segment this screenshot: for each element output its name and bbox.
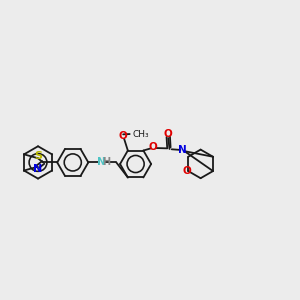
Text: O: O bbox=[183, 166, 192, 176]
Text: O: O bbox=[149, 142, 158, 152]
Text: N: N bbox=[97, 157, 106, 167]
Text: N: N bbox=[33, 164, 43, 174]
Text: CH₃: CH₃ bbox=[133, 130, 149, 139]
Text: O: O bbox=[119, 131, 128, 141]
Text: N: N bbox=[178, 145, 187, 155]
Text: S: S bbox=[34, 151, 42, 161]
Text: H: H bbox=[102, 157, 110, 167]
Text: O: O bbox=[164, 129, 172, 139]
